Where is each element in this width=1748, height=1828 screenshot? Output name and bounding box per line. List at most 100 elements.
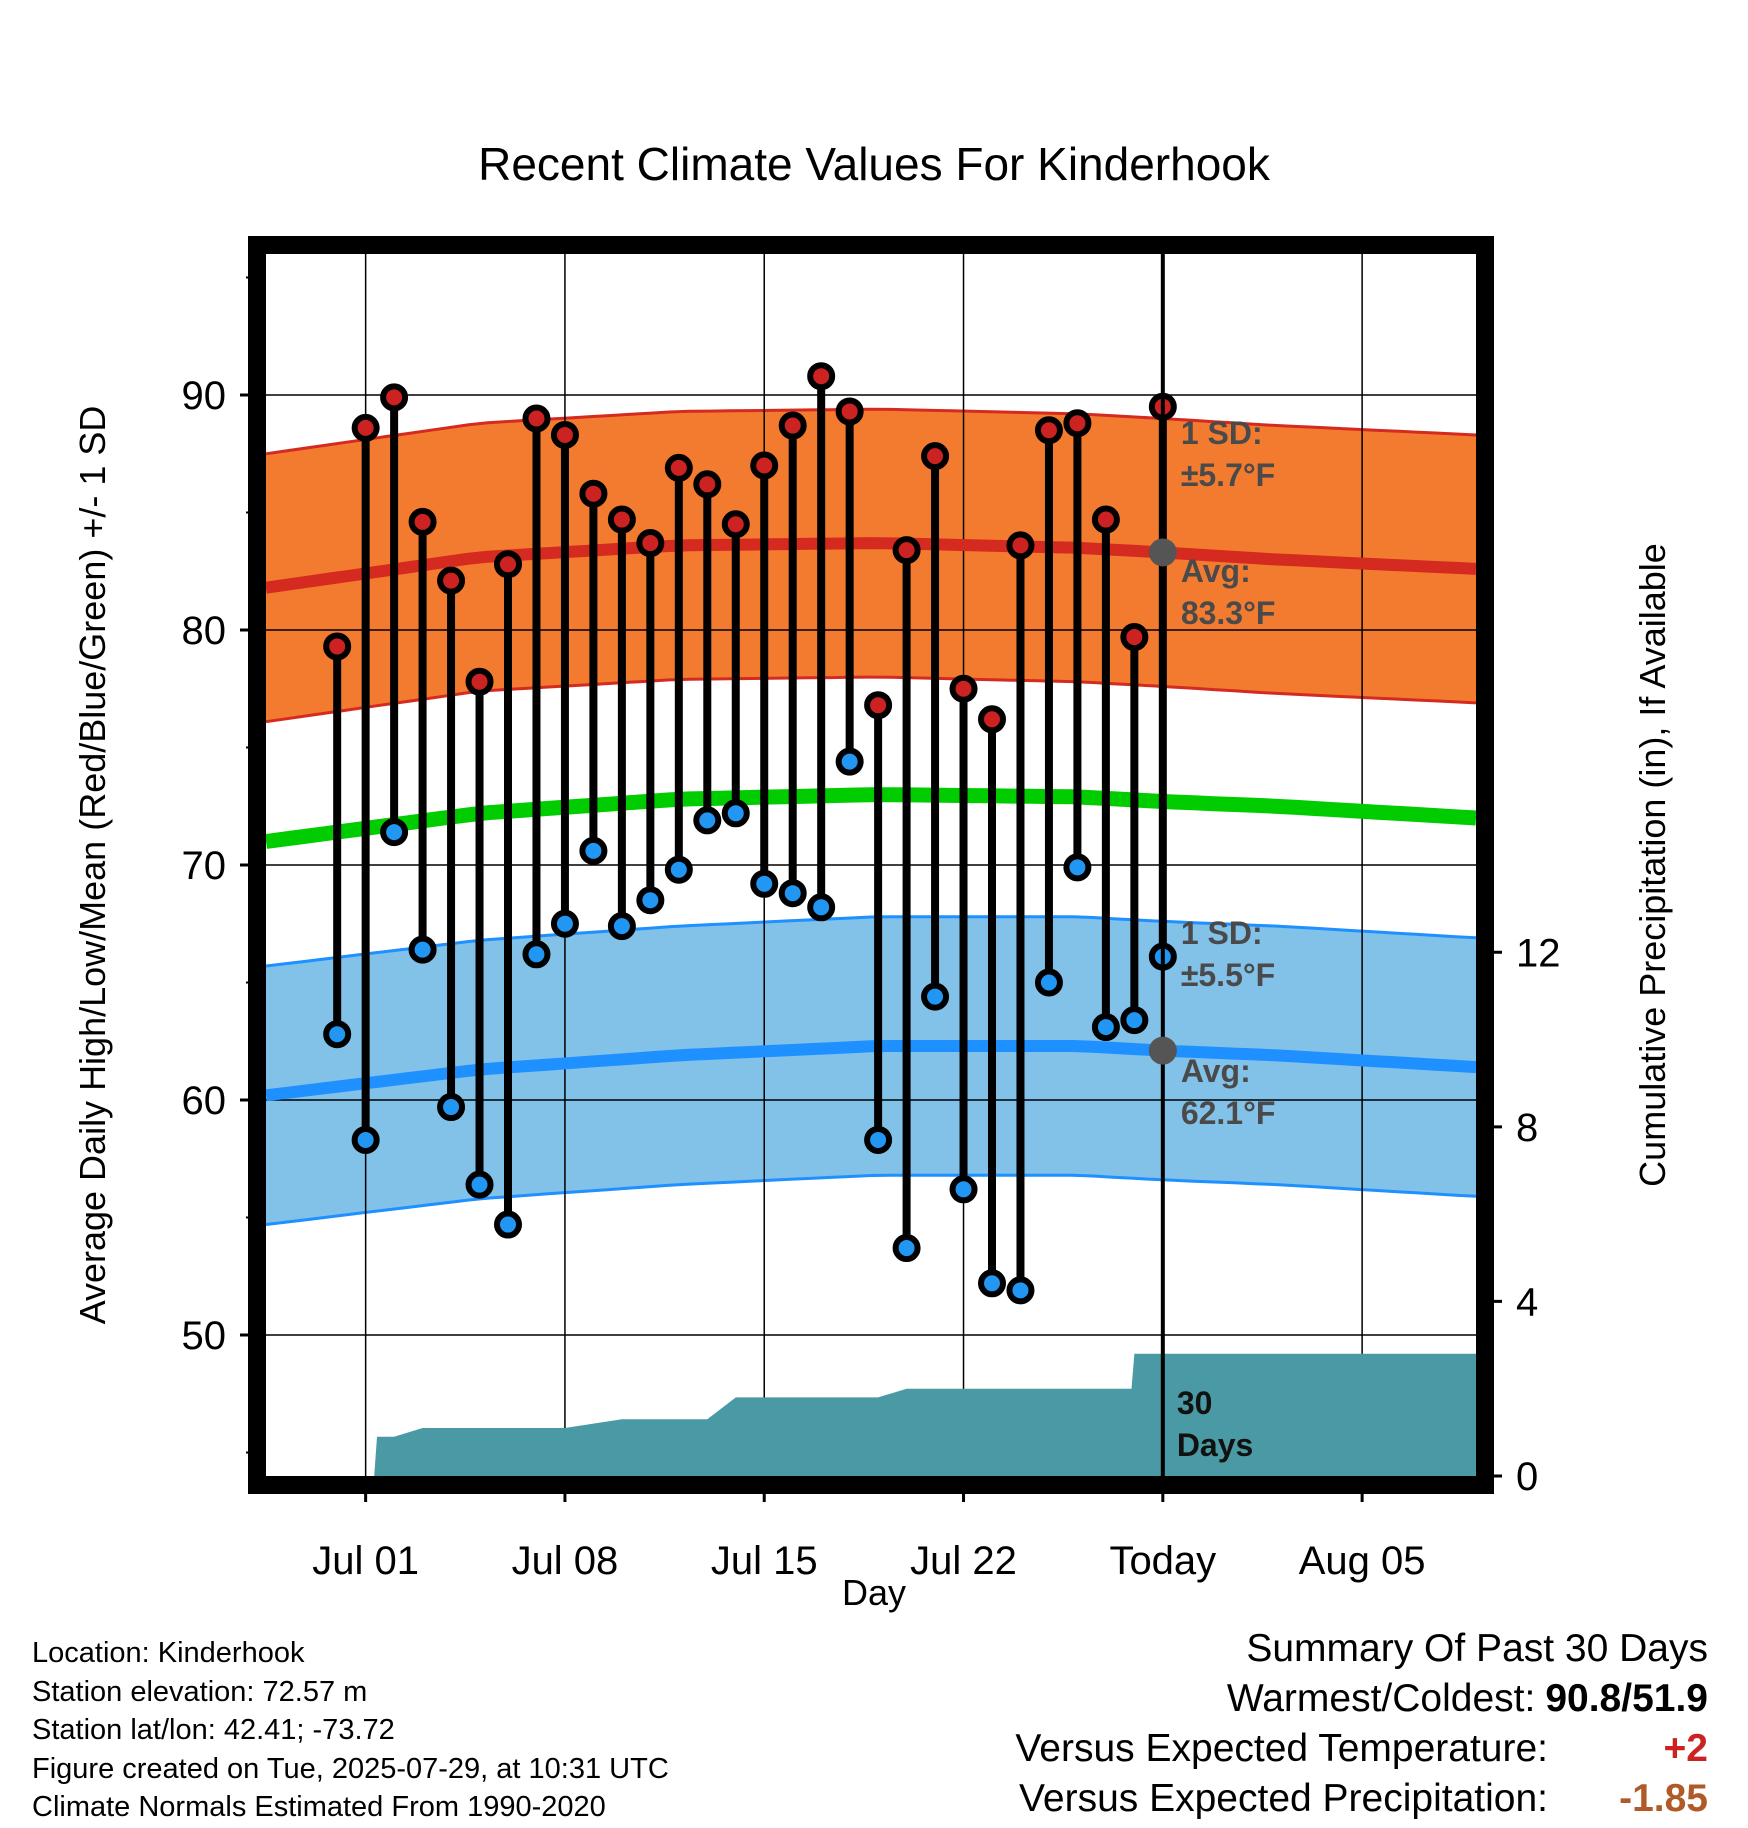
daily-high-point [921, 442, 950, 471]
daily-low-point [978, 1269, 1006, 1298]
summary-heading: Summary Of Past 30 Days [1246, 1627, 1708, 1670]
daily-high-point [1091, 505, 1120, 534]
daily-low-point [550, 909, 579, 938]
station-info: Location: Kinderhook Station elevation: … [32, 1634, 669, 1827]
y-tick-label: 60 [182, 1079, 227, 1123]
y2-tick-label: 8 [1516, 1106, 1538, 1150]
daily-low-point [921, 982, 950, 1011]
daily-high-point [864, 691, 893, 720]
y-tick-label: 50 [182, 1314, 227, 1358]
daily-low-point [778, 879, 807, 908]
daily-high-point [494, 550, 522, 579]
warm-label: Warmest/Coldest: [1226, 1677, 1536, 1720]
precip-days-label: Days [1177, 1427, 1254, 1463]
daily-low-point [864, 1125, 893, 1154]
daily-low-point [437, 1093, 466, 1122]
annotations: 1 SD: ±5.7°F Avg: 83.3°F 1 SD: ±5.5°F Avg: 62.1… [1177, 415, 1276, 1463]
daily-low-point [949, 1175, 978, 1204]
chart-title: Recent Climate Values For Kinderhook [478, 138, 1271, 190]
daily-high-point [1006, 531, 1035, 560]
created-text: Figure created on Tue, 2025-07-29, at 10… [32, 1752, 669, 1785]
temp-value: +2 [1663, 1727, 1708, 1770]
daily-high-point [664, 453, 693, 482]
y2-tick-label: 0 [1516, 1455, 1538, 1499]
daily-low-point [522, 940, 551, 969]
y2-tick-label: 4 [1516, 1280, 1538, 1324]
temp-label: Versus Expected Temperature: [1015, 1727, 1548, 1770]
daily-low-point [1091, 1013, 1120, 1042]
climate-chart: Recent Climate Values For Kinderhook 1 S… [72, 138, 1673, 1613]
low-sd-label: 1 SD: [1181, 915, 1263, 951]
daily-high-point [1063, 409, 1092, 438]
y2-axis-ticks: 0 4 8 12 [1485, 931, 1561, 1499]
location-text: Location: Kinderhook [32, 1637, 305, 1669]
daily-low-point [664, 855, 693, 884]
daily-high-point [351, 413, 380, 442]
precip-value: -1.85 [1619, 1777, 1708, 1820]
high-sd-value: ±5.7°F [1181, 457, 1275, 493]
precip-days-number: 30 [1177, 1385, 1213, 1421]
daily-high-point [693, 470, 722, 499]
average-lines [265, 537, 1477, 1102]
summary-panel: Summary Of Past 30 Days Warmest/Coldest:… [1015, 1624, 1708, 1824]
daily-high-point [750, 451, 779, 480]
high-avg-line [265, 537, 1477, 594]
daily-low-point [1120, 1006, 1149, 1035]
low-avg-value: 62.1°F [1181, 1095, 1276, 1131]
daily-high-point [892, 536, 921, 565]
low-avg-today-marker [1148, 1036, 1177, 1065]
daily-high-point [437, 566, 466, 595]
low-avg-label: Avg: [1181, 1053, 1251, 1089]
x-axis-ticks: Jul 01 Jul 08 Jul 15 Jul 22 Today Aug 05 [312, 1485, 1426, 1583]
precip-area [266, 1353, 1476, 1476]
daily-high-point [579, 479, 608, 508]
daily-high-point [550, 420, 579, 449]
today-line [1148, 254, 1177, 1476]
low-sd-band-lower-edge [265, 1173, 1477, 1226]
daily-high-point [1034, 416, 1063, 445]
summary-warm-row: Warmest/Coldest: 90.8/51.9 [1015, 1674, 1708, 1724]
daily-low-point [693, 806, 722, 835]
daily-high-point [778, 411, 807, 440]
summary-precip-row: Versus Expected Precipitation: -1.85 [1015, 1774, 1708, 1824]
x-tick-label: Jul 08 [512, 1539, 619, 1583]
y2-tick-label: 12 [1516, 931, 1561, 975]
daily-low-point [465, 1170, 494, 1199]
daily-low-point [807, 893, 836, 922]
daily-low-point [1006, 1276, 1035, 1305]
y-tick-label: 70 [182, 844, 227, 888]
daily-low-point [1034, 968, 1063, 997]
daily-low-point [636, 886, 665, 915]
high-sd-band-lower-edge [265, 675, 1477, 724]
high-avg-value: 83.3°F [1181, 595, 1276, 631]
daily-high-point [636, 529, 665, 558]
daily-low-point [721, 799, 750, 828]
daily-low-point [579, 836, 608, 865]
daily-high-point [380, 383, 409, 412]
daily-high-point [522, 404, 551, 433]
x-tick-label: Jul 01 [312, 1539, 419, 1583]
daily-low-point [494, 1210, 522, 1239]
x-axis-label: Day [842, 1572, 906, 1613]
low-sd-band-upper-edge [265, 915, 1477, 968]
daily-high-point [408, 507, 437, 536]
mean-avg-line [265, 787, 1477, 849]
y-axis-label: Average Daily High/Low/Mean (Red/Blue/Gr… [72, 406, 113, 1325]
daily-high-point [323, 632, 352, 661]
high-sd-label: 1 SD: [1181, 415, 1263, 451]
y-tick-label: 80 [182, 609, 227, 653]
daily-low-point [892, 1234, 921, 1263]
daily-high-point [1120, 623, 1149, 652]
daily-high-point [978, 705, 1006, 734]
y2-axis-label: Cumulative Precipitation (in), If Availa… [1632, 543, 1673, 1187]
daily-low-point [835, 747, 864, 776]
daily-low-point [380, 818, 409, 847]
daily-low-point [750, 869, 779, 898]
daily-high-point [835, 397, 864, 426]
warm-value: 90.8/51.9 [1545, 1677, 1708, 1720]
daily-high-point [721, 510, 750, 539]
low-sd-band-fill [266, 916, 1476, 1225]
x-tick-label: Today [1109, 1539, 1216, 1583]
daily-low-point [408, 935, 437, 964]
normals-text: Climate Normals Estimated From 1990-2020 [32, 1791, 606, 1823]
